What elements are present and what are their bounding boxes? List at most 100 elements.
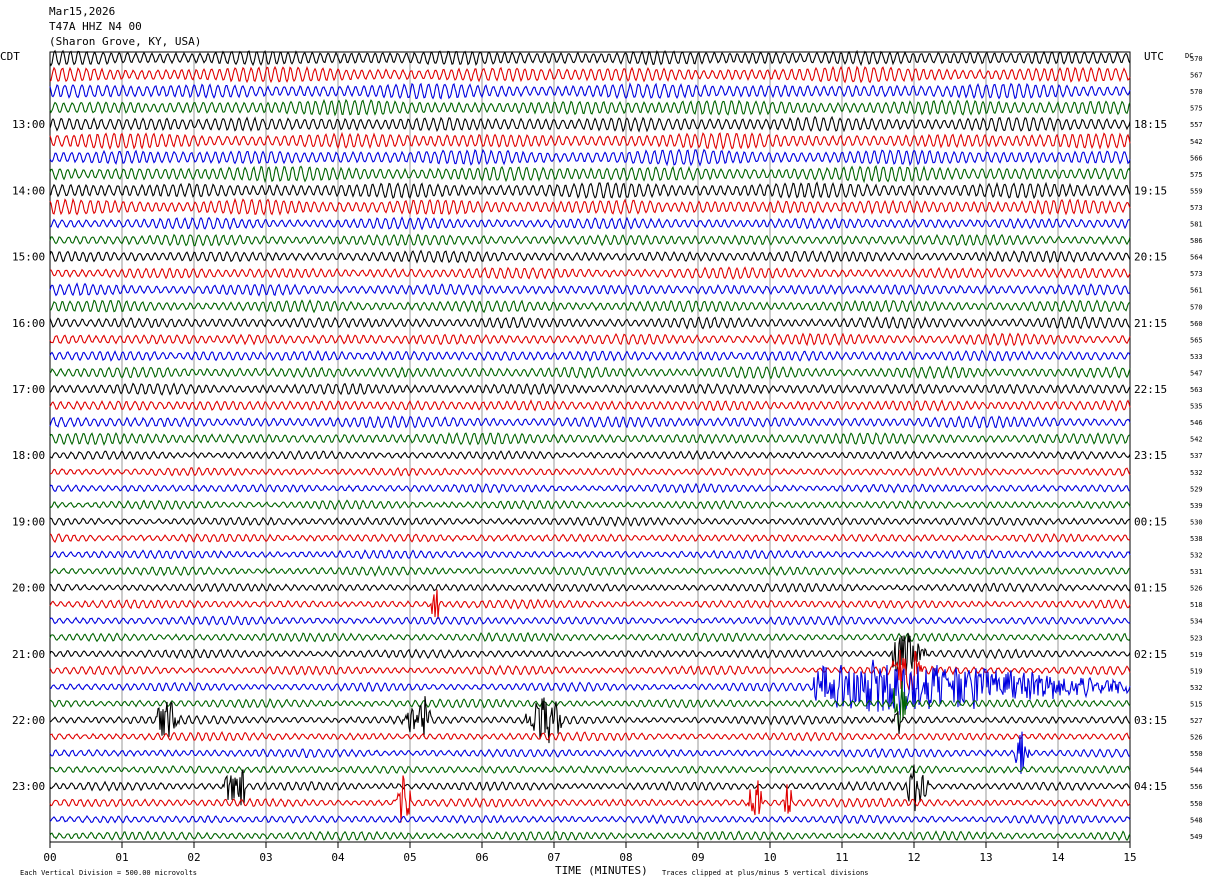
seismic-trace xyxy=(49,349,1131,362)
left-hour-label: 22:00 xyxy=(12,714,45,727)
x-tick-label: 12 xyxy=(907,851,920,864)
dc-offset-value: 538 xyxy=(1190,535,1203,543)
dc-offset-value: 564 xyxy=(1190,254,1203,262)
dc-offset-value: 573 xyxy=(1190,270,1203,278)
seismic-trace xyxy=(49,249,1131,264)
seismic-trace xyxy=(49,533,1131,543)
x-tick-label: 11 xyxy=(835,851,848,864)
seismic-trace xyxy=(49,764,1131,812)
seismic-trace xyxy=(49,696,1131,744)
x-tick-label: 01 xyxy=(115,851,128,864)
seismic-trace xyxy=(49,830,1131,842)
left-hour-label: 23:00 xyxy=(12,780,45,793)
right-hour-label: 19:15 xyxy=(1134,184,1167,197)
x-tick-label: 03 xyxy=(259,851,272,864)
seismic-trace xyxy=(49,814,1131,825)
dc-offset-value: 519 xyxy=(1190,667,1203,675)
left-hour-label: 14:00 xyxy=(12,184,45,197)
seismic-trace xyxy=(49,549,1131,560)
dc-offset-value: 566 xyxy=(1190,154,1203,162)
dc-offset-value: 539 xyxy=(1190,502,1203,510)
seismic-trace xyxy=(49,98,1131,117)
seismic-trace xyxy=(49,775,1131,823)
dc-offset-value: 518 xyxy=(1190,601,1203,609)
dc-offset-value: 526 xyxy=(1190,585,1203,593)
dc-offset-value: 542 xyxy=(1190,436,1203,444)
dc-offset-value: 556 xyxy=(1190,783,1203,791)
right-time-labels: 18:15 19:15 20:15 21:15 22:15 23:15 00:15 01:15… xyxy=(1134,118,1167,793)
seismic-trace xyxy=(49,680,1131,731)
dc-offset-value: 563 xyxy=(1190,386,1203,394)
dc-offset-value: 550 xyxy=(1190,750,1203,758)
dc-offset-value: 515 xyxy=(1190,700,1203,708)
dc-offset-value: 529 xyxy=(1190,485,1203,493)
dc-offset-value: 549 xyxy=(1190,833,1203,841)
dc-offset-value: 527 xyxy=(1190,717,1203,725)
dc-offset-value: 542 xyxy=(1190,138,1203,146)
date-label: Mar15,2026 xyxy=(49,5,116,18)
seismic-trace xyxy=(49,399,1131,412)
dc-offset-value: 573 xyxy=(1190,204,1203,212)
seismic-trace xyxy=(49,197,1131,216)
dc-offset-value: 570 xyxy=(1190,88,1203,96)
right-hour-label: 22:15 xyxy=(1134,383,1167,396)
vertical-grid xyxy=(121,52,1059,842)
dc-offset-value: 567 xyxy=(1190,72,1203,80)
dc-offset-value: 526 xyxy=(1190,734,1203,742)
dc-offset-value: 519 xyxy=(1190,651,1203,659)
right-timezone-label: UTC xyxy=(1144,50,1164,63)
right-hour-label: 03:15 xyxy=(1134,714,1167,727)
dc-offset-value: 535 xyxy=(1190,403,1203,411)
seismic-trace xyxy=(49,415,1131,429)
left-hour-label: 21:00 xyxy=(12,648,45,661)
left-time-labels: 13:00 14:00 15:00 16:00 17:00 18:00 19:00 20:00… xyxy=(12,118,45,793)
dc-offset-value: 586 xyxy=(1190,237,1203,245)
seismic-trace xyxy=(49,131,1131,151)
dc-offset-value: 532 xyxy=(1190,684,1203,692)
x-tick-label: 05 xyxy=(403,851,416,864)
dc-offset-value: 550 xyxy=(1190,800,1203,808)
right-hour-label: 02:15 xyxy=(1134,648,1167,661)
seismic-trace xyxy=(49,49,1131,67)
x-tick-label: 02 xyxy=(187,851,200,864)
seismic-trace xyxy=(49,631,1131,643)
seismic-trace xyxy=(49,115,1131,133)
right-hour-label: 01:15 xyxy=(1134,582,1167,595)
left-hour-label: 13:00 xyxy=(12,118,45,131)
seismic-trace xyxy=(49,233,1131,247)
seismic-trace xyxy=(49,382,1131,396)
seismic-trace xyxy=(49,181,1131,200)
clip-note: Traces clipped at plus/minus 5 vertical … xyxy=(662,869,869,877)
left-hour-label: 16:00 xyxy=(12,317,45,330)
left-hour-label: 15:00 xyxy=(12,251,45,264)
seismic-trace xyxy=(49,65,1131,84)
x-axis-ticks: 00 01 02 03 04 05 06 07 08 09 10 11 12 13 14 15 xyxy=(43,842,1137,864)
x-tick-label: 14 xyxy=(1051,851,1065,864)
seismic-trace xyxy=(49,615,1131,626)
right-hour-label: 23:15 xyxy=(1134,449,1167,462)
dc-offset-value: 532 xyxy=(1190,552,1203,560)
dc-offset-value: 581 xyxy=(1190,221,1203,229)
dc-offset-value: 575 xyxy=(1190,171,1203,179)
seismic-trace xyxy=(49,659,1131,716)
seismic-trace xyxy=(49,299,1131,314)
seismic-trace xyxy=(49,82,1131,100)
trace-group xyxy=(49,49,1131,842)
dc-offset-value: 533 xyxy=(1190,353,1203,361)
right-hour-label: 21:15 xyxy=(1134,317,1167,330)
seismic-trace xyxy=(50,266,1131,280)
plot-frame xyxy=(49,51,1131,843)
x-tick-label: 08 xyxy=(619,851,632,864)
dc-offset-value: 565 xyxy=(1190,336,1203,344)
dc-offset-value: 531 xyxy=(1190,568,1203,576)
dc-offset-value: 575 xyxy=(1190,105,1203,113)
dc-offset-value: 570 xyxy=(1190,303,1203,311)
seismic-trace xyxy=(49,332,1131,347)
seismic-trace xyxy=(49,731,1131,774)
dc-offset-value: 547 xyxy=(1190,369,1203,377)
seismic-trace xyxy=(49,482,1131,494)
dc-offset-value: 530 xyxy=(1190,518,1203,526)
dc-offset-value: 560 xyxy=(1190,320,1203,328)
seismic-trace xyxy=(49,764,1131,775)
